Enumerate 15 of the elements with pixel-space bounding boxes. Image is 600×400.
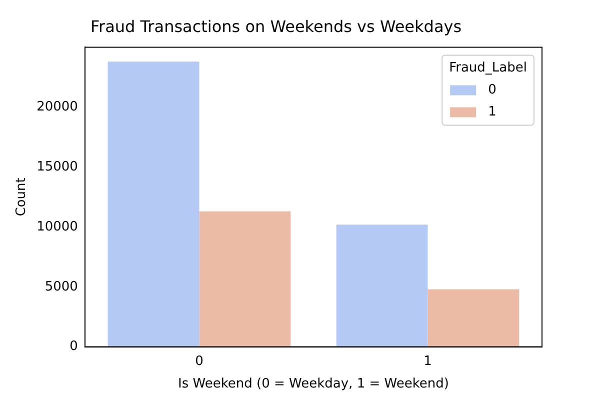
bar xyxy=(108,62,200,347)
y-tick-label: 15000 xyxy=(36,159,78,174)
legend-title: Fraud_Label xyxy=(449,60,527,76)
y-tick-label: 10000 xyxy=(36,219,78,234)
bar xyxy=(199,211,291,347)
y-tick-label: 20000 xyxy=(36,99,78,114)
bar xyxy=(428,289,520,347)
chart-title: Fraud Transactions on Weekends vs Weekdays xyxy=(90,16,462,36)
legend-label: 0 xyxy=(488,82,496,98)
y-axis-title: Count xyxy=(14,178,30,216)
legend-label: 1 xyxy=(488,104,496,120)
bar xyxy=(336,224,428,347)
y-tick-label: 5000 xyxy=(44,279,78,294)
y-tick-label: 0 xyxy=(70,339,78,354)
x-axis-title: Is Weekend (0 = Weekday, 1 = Weekend) xyxy=(178,376,449,392)
